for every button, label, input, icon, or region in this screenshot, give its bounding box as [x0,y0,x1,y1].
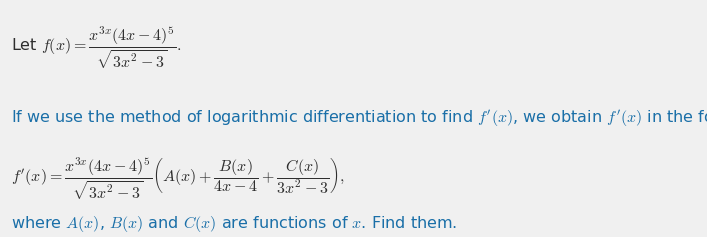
Text: Let $f(x) = \dfrac{x^{3x}(4x-4)^5}{\sqrt{3x^2-3}}.$: Let $f(x) = \dfrac{x^{3x}(4x-4)^5}{\sqrt… [11,24,181,71]
Text: where $A(x)$, $B(x)$ and $C(x)$ are functions of $x$. Find them.: where $A(x)$, $B(x)$ and $C(x)$ are func… [11,214,457,234]
Text: If we use the method of logarithmic differentiation to find $f'(x)$, we obtain $: If we use the method of logarithmic diff… [11,108,707,129]
Text: $f'(x) = \dfrac{x^{3x}(4x-4)^5}{\sqrt{3x^2-3}}\left(A(x) + \dfrac{B(x)}{4x-4} + : $f'(x) = \dfrac{x^{3x}(4x-4)^5}{\sqrt{3x… [11,156,344,202]
